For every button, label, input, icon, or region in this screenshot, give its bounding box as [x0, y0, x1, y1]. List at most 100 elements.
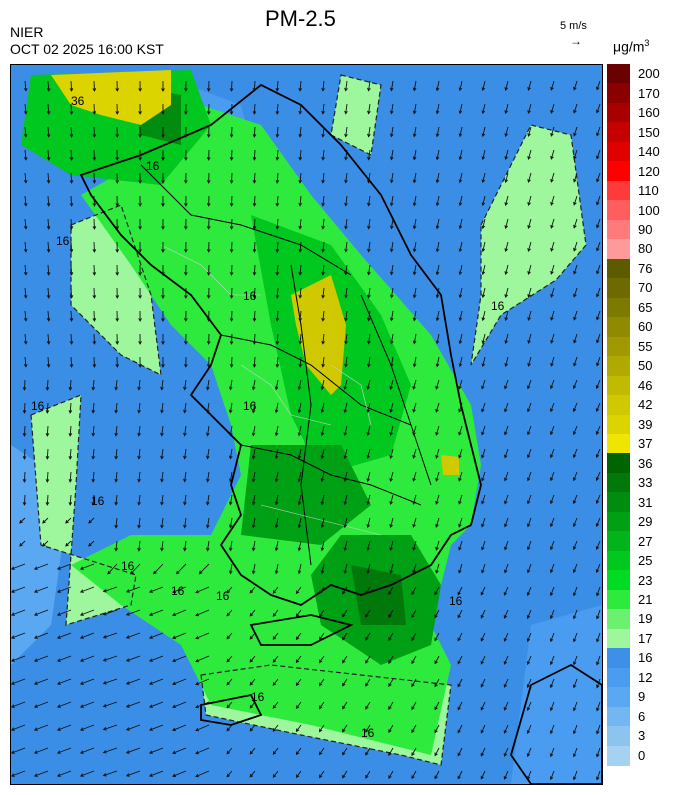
wind-arrow [79, 770, 95, 777]
wind-arrow [114, 425, 119, 437]
wind-arrow [275, 126, 280, 138]
wind-arrow [526, 494, 532, 505]
wind-arrow [228, 448, 233, 460]
wind-arrow [184, 172, 188, 184]
wind-arrow [412, 494, 417, 505]
wind-arrow [481, 379, 486, 390]
wind-arrow [434, 609, 440, 619]
wind-arrow [318, 770, 325, 779]
wind-arrow [481, 540, 486, 551]
wind-arrow [321, 264, 325, 276]
wind-arrow [411, 724, 417, 734]
wind-arrow [596, 333, 601, 344]
wind-arrow [206, 494, 210, 506]
wind-arrow [318, 586, 325, 595]
wind-arrow [206, 218, 211, 230]
wind-vectors [11, 80, 601, 781]
wind-arrow [572, 770, 578, 781]
wind-arrow [527, 356, 532, 367]
wind-arrow [161, 287, 165, 299]
wind-arrow [365, 632, 371, 641]
wind-arrow [389, 425, 394, 437]
wind-arrow [297, 517, 302, 529]
wind-arrow [504, 241, 509, 253]
wind-arrow [549, 563, 555, 574]
wind-arrow [92, 80, 97, 92]
wind-arrow [527, 103, 532, 114]
contour-label: 36 [71, 94, 85, 108]
wind-arrow [295, 609, 302, 618]
wind-arrow [550, 172, 555, 183]
wind-arrow [79, 724, 95, 731]
wind-arrow [298, 356, 303, 368]
wind-arrow [206, 517, 210, 529]
wind-arrow [526, 747, 532, 758]
wind-arrow [79, 701, 95, 708]
wind-arrow [412, 517, 417, 528]
contour-label: 16 [216, 589, 230, 603]
wind-arrow [412, 126, 417, 138]
wind-arrow [411, 747, 417, 757]
wind-arrow [596, 724, 601, 735]
wind-arrow [573, 264, 578, 275]
wind-arrow [125, 701, 141, 708]
wind-arrow [115, 80, 120, 92]
wind-arrow [504, 218, 509, 230]
wind-arrow [573, 172, 578, 183]
legend-label: 37 [638, 436, 653, 452]
agency-label: NIER [10, 24, 44, 40]
wind-arrow [137, 540, 141, 552]
wind-arrow [343, 540, 348, 552]
wind-arrow [435, 517, 440, 528]
wind-arrow [114, 540, 119, 552]
wind-arrow [65, 517, 72, 524]
wind-arrow [206, 333, 211, 345]
wind-arrow [183, 494, 187, 506]
wind-arrow [481, 149, 486, 161]
wind-arrow [115, 149, 120, 161]
wind-arrow [92, 149, 97, 161]
wind-arrow [434, 747, 440, 757]
wind-arrow [69, 126, 74, 138]
wind-arrow [389, 287, 394, 299]
wind-arrow [411, 701, 417, 711]
legend-label: 46 [638, 377, 653, 393]
wind-arrow [69, 149, 74, 161]
wind-arrow [19, 517, 26, 524]
wind-arrow [366, 540, 371, 552]
wind-arrow [229, 80, 234, 92]
wind-arrow [46, 241, 51, 253]
wind-arrow [298, 241, 303, 253]
pm25-map[interactable]: 36 16 16 16 16 16 16 16 16 16 16 16 16 1… [10, 64, 603, 785]
wind-arrow [153, 563, 164, 575]
legend-label: 9 [638, 689, 646, 705]
wind-arrow [172, 724, 187, 732]
legend-label: 17 [638, 630, 653, 646]
wind-arrow [229, 103, 234, 115]
wind-arrow [457, 701, 463, 711]
wind-arrow [596, 126, 601, 137]
contour-label: 16 [171, 584, 185, 598]
legend-label: 42 [638, 397, 653, 413]
wind-arrow [228, 471, 233, 483]
legend-label: 33 [638, 475, 653, 491]
wind-arrow [412, 241, 417, 253]
wind-arrow [412, 425, 417, 436]
wind-arrow [275, 287, 280, 299]
wind-arrow [458, 195, 463, 207]
wind-arrow [550, 149, 555, 160]
wind-arrow [572, 632, 578, 643]
wind-arrow [321, 126, 325, 138]
wind-arrow [228, 494, 233, 506]
wind-arrow [229, 149, 234, 161]
wind-arrow [595, 471, 601, 482]
wind-arrow [389, 149, 394, 161]
legend-label: 110 [638, 183, 659, 199]
wind-arrow [318, 724, 325, 733]
wind-arrow [172, 770, 187, 778]
wind-arrow [251, 425, 256, 437]
wind-arrow [435, 287, 440, 299]
wind-arrow [550, 126, 555, 137]
wind-arrow [367, 218, 371, 230]
wind-arrow [46, 126, 51, 138]
